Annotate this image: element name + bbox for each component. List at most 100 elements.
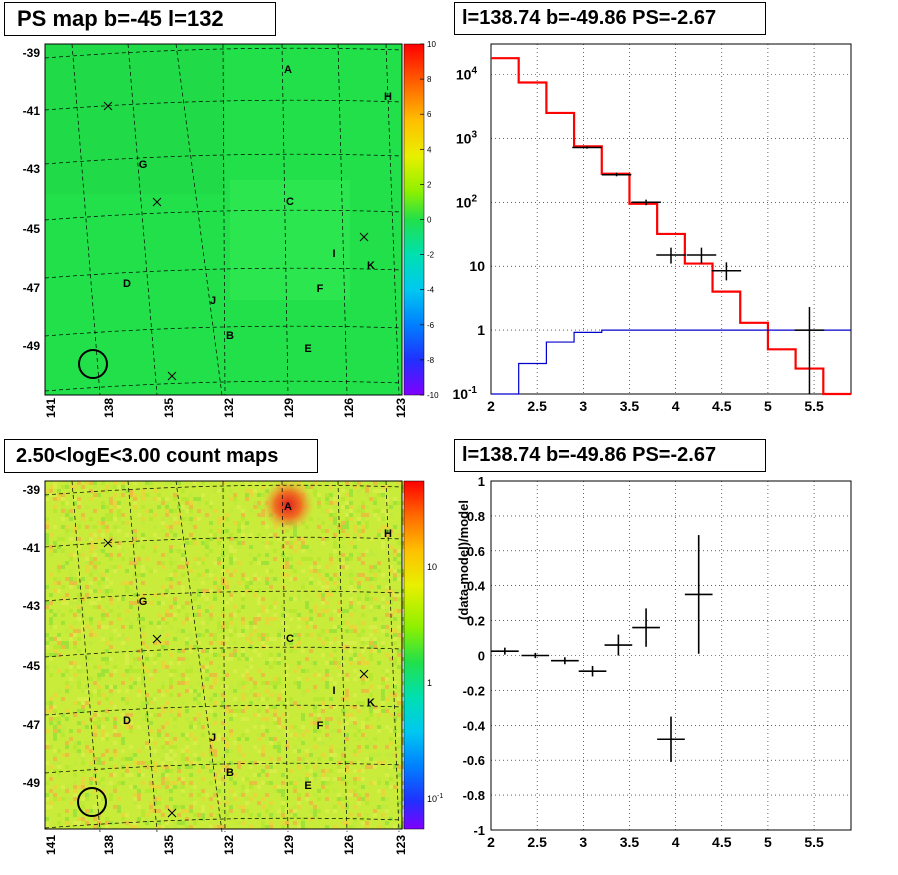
- count-pixel: [229, 789, 233, 793]
- count-pixel: [189, 689, 193, 693]
- count-pixel: [93, 825, 97, 829]
- count-pixel: [125, 589, 129, 593]
- count-pixel: [137, 605, 141, 609]
- count-pixel: [205, 793, 209, 797]
- count-pixel: [253, 625, 257, 629]
- spectrum-y-tick-label: 102: [456, 193, 478, 210]
- count-pixel: [61, 697, 65, 701]
- count-pixel: [345, 609, 349, 613]
- count-pixel: [217, 617, 221, 621]
- count-pixel: [169, 517, 173, 521]
- count-pixel: [257, 733, 261, 737]
- count-pixel: [349, 573, 353, 577]
- count-pixel: [169, 625, 173, 629]
- count-pixel: [181, 557, 185, 561]
- spectrum-frame: [490, 43, 852, 395]
- count-pixel: [141, 489, 145, 493]
- count-pixel: [381, 481, 385, 485]
- count-pixel: [321, 645, 325, 649]
- count-pixel: [113, 505, 117, 509]
- count-pixel: [53, 485, 57, 489]
- count-pixel: [165, 769, 169, 773]
- count-pixel: [225, 709, 229, 713]
- count-pixel: [49, 709, 53, 713]
- count-pixel: [329, 561, 333, 565]
- count-pixel: [381, 641, 385, 645]
- count-pixel: [81, 629, 85, 633]
- count-pixel: [301, 537, 305, 541]
- count-pixel: [105, 697, 109, 701]
- count-pixel: [381, 697, 385, 701]
- count-pixel: [313, 569, 317, 573]
- count-pixel: [381, 813, 385, 817]
- count-pixel: [365, 757, 369, 761]
- count-pixel: [109, 565, 113, 569]
- count-pixel: [369, 585, 373, 589]
- count-pixel: [381, 489, 385, 493]
- count-pixel: [241, 753, 245, 757]
- count-pixel: [157, 713, 161, 717]
- count-pixel: [273, 705, 277, 709]
- count-pixel: [205, 513, 209, 517]
- count-pixel: [61, 597, 65, 601]
- count-pixel: [249, 701, 253, 705]
- count-pixel: [177, 661, 181, 665]
- count-pixel: [345, 701, 349, 705]
- count-pixel: [45, 701, 49, 705]
- count-pixel: [121, 597, 125, 601]
- count-pixel: [281, 801, 285, 805]
- count-pixel: [373, 605, 377, 609]
- count-pixel: [401, 793, 405, 797]
- count-pixel: [137, 789, 141, 793]
- count-pixel: [221, 757, 225, 761]
- count-pixel: [377, 725, 381, 729]
- source-label: I: [332, 685, 335, 697]
- count-pixel: [161, 825, 165, 829]
- count-pixel: [173, 549, 177, 553]
- count-pixel: [177, 709, 181, 713]
- map-x-tick-label: 126: [342, 398, 356, 418]
- count-pixel: [77, 545, 81, 549]
- count-pixel: [393, 693, 397, 697]
- count-pixel: [133, 573, 137, 577]
- count-pixel: [197, 593, 201, 597]
- count-pixel: [101, 657, 105, 661]
- count-pixel: [317, 737, 321, 741]
- count-pixel: [401, 629, 405, 633]
- count-pixel: [333, 681, 337, 685]
- count-pixel: [333, 609, 337, 613]
- count-pixel: [397, 553, 401, 557]
- count-pixel: [169, 761, 173, 765]
- count-pixel: [393, 617, 397, 621]
- count-pixel: [349, 577, 353, 581]
- count-pixel: [381, 793, 385, 797]
- count-pixel: [109, 645, 113, 649]
- count-pixel: [93, 557, 97, 561]
- count-pixel: [109, 713, 113, 717]
- count-pixel: [309, 577, 313, 581]
- ps-map-psf-circle: [78, 349, 108, 379]
- count-pixel: [257, 601, 261, 605]
- count-pixel: [369, 553, 373, 557]
- count-pixel: [389, 785, 393, 789]
- count-pixel: [329, 661, 333, 665]
- count-pixel: [249, 621, 253, 625]
- count-pixel: [73, 525, 77, 529]
- count-pixel: [149, 621, 153, 625]
- count-pixel: [329, 781, 333, 785]
- count-pixel: [349, 813, 353, 817]
- count-pixel: [365, 597, 369, 601]
- count-pixel: [361, 637, 365, 641]
- count-pixel: [73, 761, 77, 765]
- count-pixel: [153, 525, 157, 529]
- count-pixel: [277, 749, 281, 753]
- source-label: C: [286, 196, 294, 208]
- count-pixel: [341, 805, 345, 809]
- count-pixel: [369, 705, 373, 709]
- count-pixel: [101, 673, 105, 677]
- count-pixel: [349, 605, 353, 609]
- count-pixel: [73, 645, 77, 649]
- count-pixel: [89, 585, 93, 589]
- count-pixel: [157, 601, 161, 605]
- count-pixel: [237, 821, 241, 825]
